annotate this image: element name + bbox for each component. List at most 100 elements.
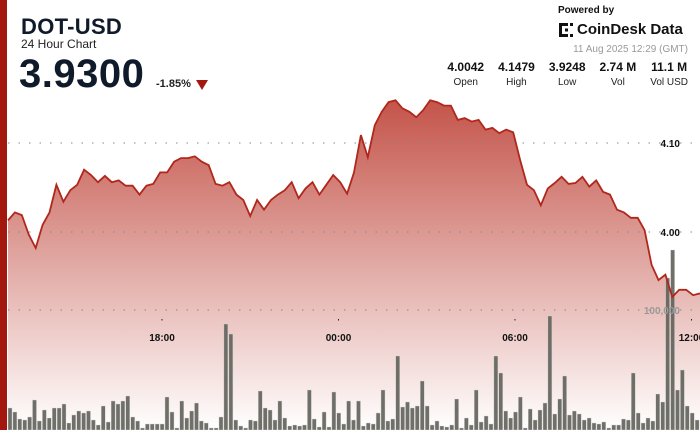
volume-bar [640, 422, 646, 430]
coindesk-logo-icon [559, 22, 573, 37]
time-tick-label: 18:00 [149, 333, 175, 344]
volume-bar [665, 277, 670, 430]
stat-value: 3.9248 [548, 60, 586, 74]
volume-bar [125, 395, 131, 430]
volume-bar [258, 390, 263, 430]
time-tick [514, 319, 516, 321]
volume-bar [523, 427, 528, 430]
volume-bar [547, 315, 553, 430]
volume-bar [606, 427, 611, 430]
current-price: 3.9300 [19, 52, 145, 96]
volume-bar [572, 410, 577, 430]
stat-low: 3.9248 Low [549, 60, 586, 88]
volume-bar [621, 418, 626, 430]
volume-bar [233, 419, 239, 430]
volume-bar [326, 426, 332, 430]
volume-bar [179, 400, 185, 430]
volume-bar [42, 409, 47, 430]
volume-bar [552, 413, 557, 430]
volume-bar [371, 423, 376, 430]
volume-bar [184, 417, 189, 430]
volume-bar [464, 417, 469, 430]
symbol-title: DOT-USD [21, 14, 123, 39]
volume-bar [105, 421, 111, 430]
volume-bar [577, 413, 582, 430]
volume-bar [528, 408, 533, 430]
volume-bar [596, 423, 602, 430]
volume-bar [449, 424, 454, 430]
volume-bar [498, 372, 503, 430]
volume-bar [312, 418, 317, 430]
volume-bar [483, 415, 489, 430]
accent-bar [0, 0, 7, 430]
volume-bar [469, 424, 474, 430]
volume-bar [400, 406, 405, 430]
volume-bar [292, 424, 297, 430]
volume-bar [562, 375, 567, 430]
volume-bar [277, 400, 283, 430]
volume-bar [297, 425, 302, 430]
volume-bar [591, 422, 597, 430]
volume-bar [17, 418, 22, 430]
volume-bar [263, 407, 268, 430]
price-area [8, 100, 700, 430]
volume-bar [208, 427, 214, 430]
volume-bar [52, 407, 57, 430]
volume-bar [390, 418, 395, 430]
brand-logo: CoinDesk Data [558, 21, 683, 38]
stat-value: 2.74 M [599, 60, 637, 74]
volume-tick-label: 100,000 [644, 306, 681, 317]
volume-bar [420, 380, 425, 430]
volume-bar [356, 400, 361, 430]
volume-bar [478, 421, 484, 430]
volume-bar [444, 426, 449, 430]
volume-bar [145, 423, 150, 430]
volume-bar [542, 402, 548, 430]
volume-bar [91, 419, 96, 430]
volume-bar [645, 417, 651, 430]
chart-subtitle: 24 Hour Chart [21, 37, 97, 51]
volume-bar [61, 403, 67, 430]
volume-bar [213, 427, 219, 430]
stat-label: Low [557, 77, 577, 88]
time-tick-label: 06:00 [502, 333, 528, 344]
stat-label: High [506, 77, 527, 88]
volume-bar [130, 416, 135, 430]
volume-bar [636, 412, 641, 430]
volume-bar [169, 411, 175, 430]
volume-bar [302, 424, 307, 430]
timestamp: 11 Aug 2025 12:29 (GMT) [573, 44, 688, 55]
volume-bar [307, 389, 312, 430]
volume-bar [218, 416, 224, 430]
volume-bar [189, 410, 194, 430]
volume-bar [282, 417, 287, 430]
volume-bar [537, 409, 543, 430]
volume-bar [532, 419, 538, 430]
volume-bar [7, 407, 13, 430]
volume-bar [680, 369, 685, 430]
time-tick-label: 12:00 [679, 333, 700, 344]
volume-bar [140, 427, 145, 430]
volume-bar [287, 425, 292, 430]
stat-value: 4.1479 [498, 60, 535, 74]
time-tick [161, 319, 163, 321]
down-triangle-icon [196, 80, 208, 90]
volume-bars [7, 249, 700, 430]
volume-bar [248, 419, 253, 430]
volume-bar [410, 407, 415, 430]
volume-bar [474, 389, 479, 430]
volume-bar [375, 412, 381, 430]
volume-bar [655, 393, 660, 430]
volume-bar [272, 419, 278, 430]
volume-bar [675, 389, 680, 430]
volume-bar [395, 355, 400, 430]
volume-bar [601, 421, 606, 430]
volume-bar [27, 416, 32, 430]
stat-vol: 2.74 M Vol [600, 60, 637, 88]
volume-bar [611, 424, 616, 430]
volume-bar [228, 333, 234, 430]
volume-bar [223, 323, 229, 430]
volume-bar [56, 407, 62, 430]
volume-bar [115, 403, 121, 430]
